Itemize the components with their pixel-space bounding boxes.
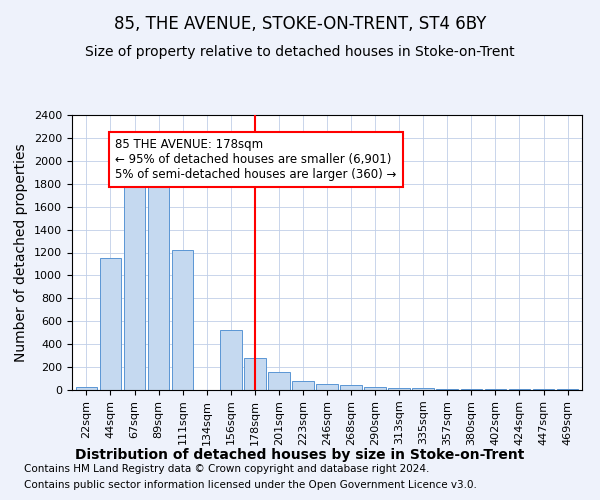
Bar — [364, 386, 386, 390]
Text: Distribution of detached houses by size in Stoke-on-Trent: Distribution of detached houses by size … — [76, 448, 524, 462]
Bar — [340, 385, 362, 390]
Bar — [172, 250, 193, 390]
Y-axis label: Number of detached properties: Number of detached properties — [14, 143, 28, 362]
Text: Size of property relative to detached houses in Stoke-on-Trent: Size of property relative to detached ho… — [85, 45, 515, 59]
Bar — [292, 381, 314, 390]
Bar — [220, 330, 242, 390]
Text: 85 THE AVENUE: 178sqm
← 95% of detached houses are smaller (6,901)
5% of semi-de: 85 THE AVENUE: 178sqm ← 95% of detached … — [115, 138, 397, 181]
Bar — [388, 388, 410, 390]
Bar — [316, 384, 338, 390]
Bar — [244, 358, 266, 390]
Bar — [76, 387, 97, 390]
Bar — [100, 258, 121, 390]
Text: Contains HM Land Registry data © Crown copyright and database right 2024.: Contains HM Land Registry data © Crown c… — [24, 464, 430, 474]
Text: Contains public sector information licensed under the Open Government Licence v3: Contains public sector information licen… — [24, 480, 477, 490]
Bar — [412, 388, 434, 390]
Bar — [268, 372, 290, 390]
Text: 85, THE AVENUE, STOKE-ON-TRENT, ST4 6BY: 85, THE AVENUE, STOKE-ON-TRENT, ST4 6BY — [114, 15, 486, 33]
Bar — [124, 166, 145, 390]
Bar — [148, 178, 169, 390]
